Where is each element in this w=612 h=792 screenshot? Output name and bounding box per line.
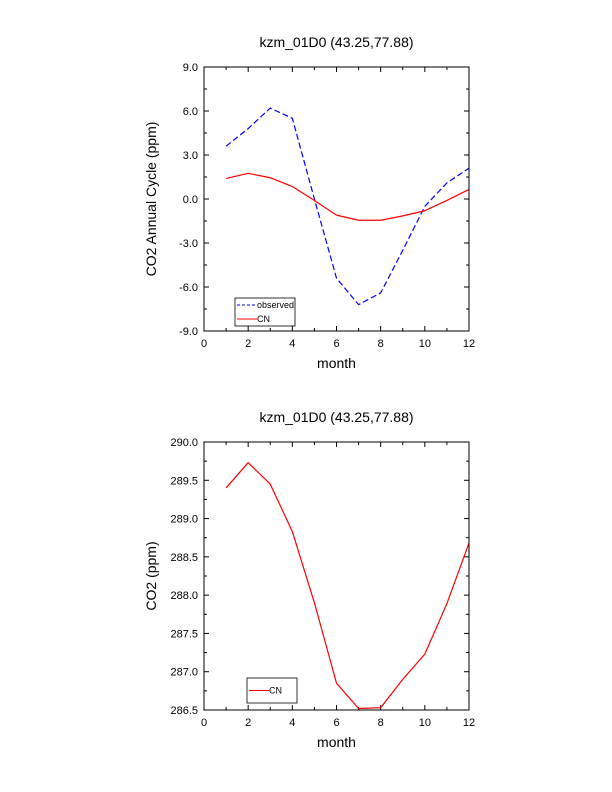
- panel-co2: kzm_01D0 (43.25,77.88) 0 2 4 6 8 10 12 286.5 287.…: [143, 409, 475, 750]
- series-line-observed: [225, 107, 470, 306]
- x-tick-label: 4: [289, 717, 295, 729]
- y-tick-label: 289.5: [170, 475, 198, 487]
- x-tick-label: 8: [378, 338, 384, 350]
- x-axis-label: month: [317, 355, 356, 371]
- chart-title: kzm_01D0 (43.25,77.88): [259, 34, 413, 50]
- y-tick-label: 0.0: [183, 194, 198, 206]
- plot-frame: [203, 66, 470, 332]
- plot-frame: [203, 441, 470, 711]
- x-tick-label: 2: [245, 338, 251, 350]
- y-tick-label: 286.5: [170, 705, 198, 717]
- legend-label: CN: [257, 314, 270, 324]
- x-tick-label: 12: [463, 338, 475, 350]
- x-tick-label: 0: [201, 338, 207, 350]
- x-tick-label: 2: [245, 717, 251, 729]
- y-tick-label: 290.0: [170, 437, 198, 449]
- y-tick-label: 287.0: [170, 667, 198, 679]
- y-tick-label: -6.0: [179, 282, 198, 294]
- x-tick-label: 6: [333, 717, 339, 729]
- y-axis-label: CO2 (ppm): [143, 541, 159, 610]
- y-tick-label: 288.5: [170, 552, 198, 564]
- legend: CN: [246, 677, 298, 704]
- x-axis-label: month: [317, 734, 356, 750]
- y-tick-label: 3.0: [183, 150, 198, 162]
- chart-title: kzm_01D0 (43.25,77.88): [259, 409, 413, 425]
- x-tick-label: 6: [333, 338, 339, 350]
- y-tick-label: 288.0: [170, 590, 198, 602]
- y-tick-label: 287.5: [170, 628, 198, 640]
- x-tick-label: 8: [378, 717, 384, 729]
- x-tick-label: 12: [463, 717, 475, 729]
- series-line-CN: [225, 172, 470, 221]
- series-line-CN: [225, 462, 470, 710]
- panel-annual-cycle: kzm_01D0 (43.25,77.88) 0 2 4 6 8 10 12 -9.0 -6.0 -…: [143, 34, 475, 371]
- y-tick-label: 6.0: [183, 106, 198, 118]
- x-tick-label: 0: [201, 717, 207, 729]
- y-axis-label: CO2 Annual Cycle (ppm): [143, 122, 159, 277]
- legend-label: observed: [257, 300, 294, 310]
- y-tick-label: -3.0: [179, 238, 198, 250]
- legend: observed CN: [234, 297, 296, 327]
- y-tick-label: 9.0: [183, 62, 198, 74]
- legend-box: [234, 297, 296, 327]
- x-tick-label: 10: [419, 338, 431, 350]
- y-tick-label: 289.0: [170, 514, 198, 526]
- legend-label: CN: [269, 686, 282, 696]
- x-tick-label: 4: [289, 338, 295, 350]
- x-tick-label: 10: [419, 717, 431, 729]
- y-tick-label: -9.0: [179, 326, 198, 338]
